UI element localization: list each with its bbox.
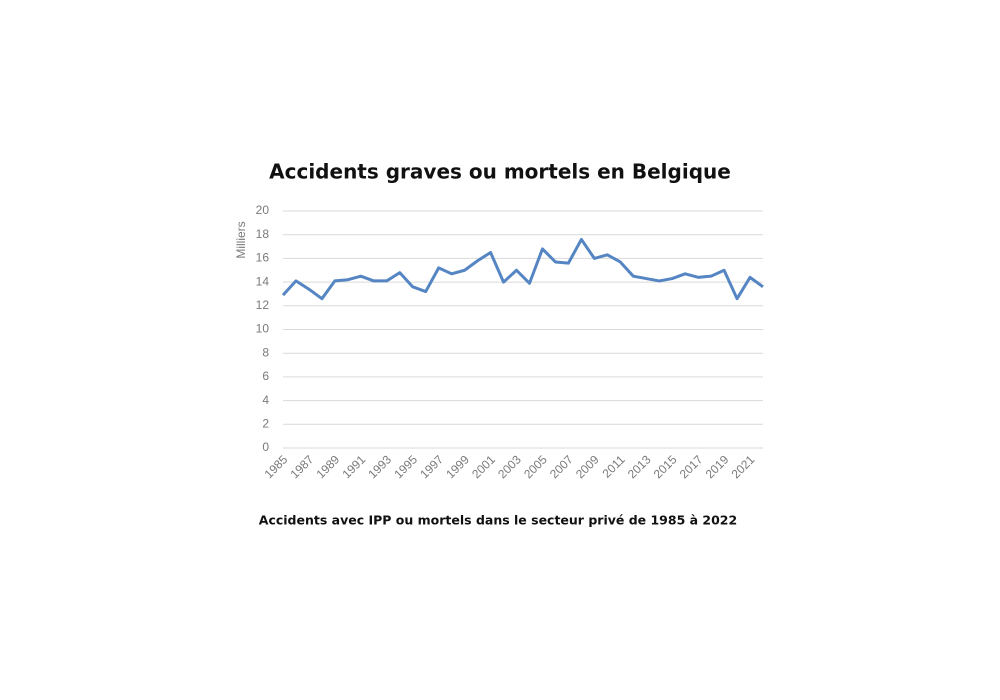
x-tick-label: 2021 [729,452,758,481]
x-tick-label: 2011 [600,452,628,480]
x-tick-label: 1993 [365,452,394,481]
y-tick-label: 4 [262,393,269,407]
y-tick-label: 20 [256,203,270,217]
x-tick-label: 1989 [313,452,342,481]
chart-caption: Accidents avec IPP ou mortels dans le se… [259,513,737,528]
y-tick-label: 6 [262,369,269,383]
x-tick-label: 2017 [677,452,706,481]
y-tick-label: 16 [256,251,270,265]
x-tick-label: 1987 [288,452,317,481]
chart-title: Accidents graves ou mortels en Belgique [269,160,731,184]
y-tick-label: 12 [256,298,270,312]
y-tick-label: 0 [262,440,269,454]
y-axis-label: Milliers [234,221,248,258]
x-tick-label: 2001 [469,452,498,481]
x-tick-label: 2005 [521,452,550,481]
x-tick-label: 1999 [443,452,472,481]
x-tick-label: 2013 [625,452,654,481]
data-line [281,237,764,301]
x-tick-label: 2019 [703,452,732,481]
x-tick-label: 1991 [339,452,368,481]
x-tick-label: 2007 [547,452,576,481]
y-tick-label: 2 [262,416,269,430]
y-tick-label: 18 [256,227,270,241]
x-tick-label: 2003 [495,452,524,481]
y-tick-label: 14 [256,274,270,288]
x-tick-label: 1985 [262,452,291,481]
x-tick-label: 2009 [573,452,602,481]
x-tick-label: 1995 [391,452,420,481]
y-tick-label: 10 [256,322,270,336]
x-tick-label: 1997 [417,452,446,481]
y-tick-label: 8 [262,345,269,359]
x-tick-label: 2015 [651,452,680,481]
